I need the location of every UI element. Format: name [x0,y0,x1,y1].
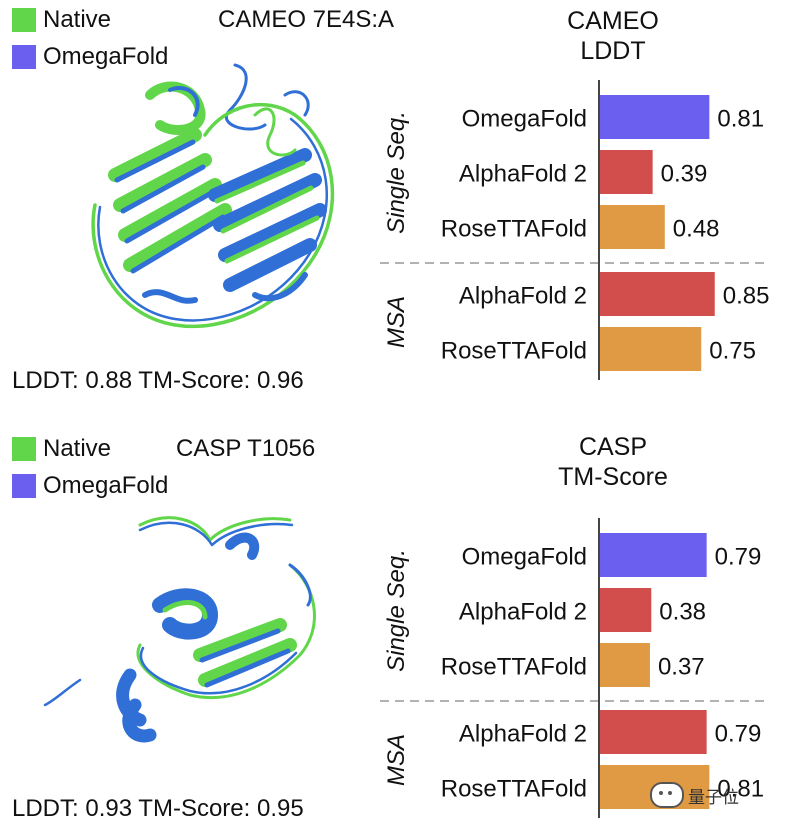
category-label: OmegaFold [462,106,587,133]
native-swatch [12,437,36,461]
casp-tmscore-bar-chart: OmegaFold 0.79 AlphaFold 2 0.38 RoseTTAFold 0… [380,518,770,818]
legend-omegafold-label: OmegaFold [43,472,169,499]
protein-structure-image [91,63,335,329]
chart-title: CASP TM-Score [558,433,668,491]
category-label: RoseTTAFold [441,654,587,681]
category-label: AlphaFold 2 [459,283,587,310]
bar [600,710,707,754]
value-label: 0.39 [661,161,708,188]
category-label: AlphaFold 2 [459,599,587,626]
value-label: 0.37 [658,654,705,681]
bar [600,272,715,316]
structure-scores: LDDT: 0.93 TM-Score: 0.95 [12,795,304,822]
category-label: AlphaFold 2 [459,161,587,188]
group-label: Single Seq. [383,549,410,672]
structure-title: CASP T1056 [176,435,316,462]
legend-omegafold: OmegaFold [12,45,168,69]
bar [600,643,650,687]
watermark: 量子位 [650,782,739,808]
group-label: Single Seq. [383,111,410,234]
watermark-text: 量子位 [688,787,739,807]
omegafold-swatch [12,474,36,498]
legend-omegafold-label: OmegaFold [43,43,169,70]
group-label: MSA [383,296,410,348]
value-label: 0.85 [723,283,770,310]
cameo-lddt-bar-chart: OmegaFold 0.81 AlphaFold 2 0.39 RoseTTAFold 0… [380,80,770,380]
native-swatch [12,8,36,32]
wechat-icon [650,782,684,808]
legend-native: Native [12,8,111,32]
legend-native-label: Native [43,6,112,33]
group-label: MSA [383,734,410,786]
legend-native: Native [12,437,111,461]
category-label: AlphaFold 2 [459,721,587,748]
category-label: OmegaFold [462,544,587,571]
chart-title: CAMEO LDDT [567,7,659,65]
protein-structure-image [43,516,316,743]
category-label: RoseTTAFold [441,216,587,243]
omegafold-swatch [12,45,36,69]
bar [600,150,653,194]
value-label: 0.81 [717,106,764,133]
category-label: RoseTTAFold [441,776,587,803]
bar [600,327,702,371]
value-label: 0.81 [717,776,764,803]
value-label: 0.38 [659,599,706,626]
structure-scores: LDDT: 0.88 TM-Score: 0.96 [12,367,304,394]
legend-omegafold: OmegaFold [12,474,168,498]
bar [600,533,707,577]
structure-title: CAMEO 7E4S:A [218,6,395,33]
value-label: 0.79 [715,544,762,571]
bar [600,588,652,632]
bar [600,205,665,249]
value-label: 0.79 [715,721,762,748]
category-label: RoseTTAFold [441,338,587,365]
legend-native-label: Native [43,435,112,462]
value-label: 0.75 [709,338,756,365]
bar [600,95,710,139]
value-label: 0.48 [673,216,720,243]
